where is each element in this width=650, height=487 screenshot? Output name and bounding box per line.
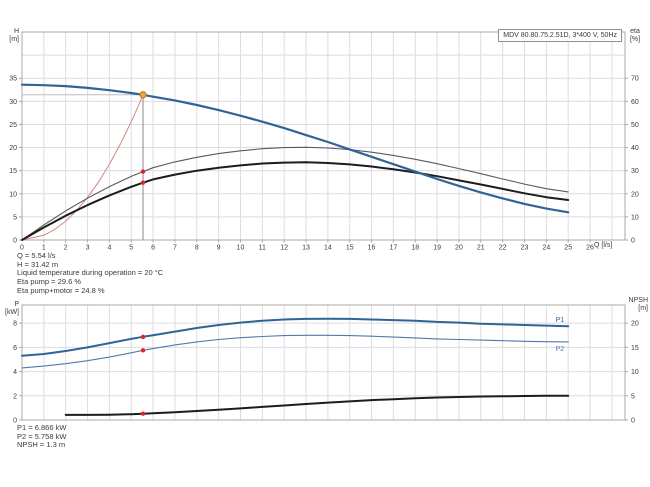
eta-pump-motor-curve xyxy=(21,161,570,241)
y-tick-label-right: 10 xyxy=(631,214,639,221)
info-line-p1: P1 = 6.866 kW xyxy=(17,423,67,432)
info-line-eta-pump-motor: Eta pump+motor = 24.8 % xyxy=(17,285,105,295)
h-axis-symbol: H xyxy=(13,28,19,35)
y-tick-label-right: 20 xyxy=(631,191,639,198)
hq-eta-chart: 0 1 2 3 4 5 6 7 8 9 10 11 12 13 14 15 16 17 18 19 20 21 22 23 24… xyxy=(9,31,639,252)
x-tick-label: 6 xyxy=(151,245,155,252)
x-tick-label: 25 xyxy=(564,245,572,252)
npsh-point xyxy=(140,411,146,416)
x-tick-label: 4 xyxy=(107,245,111,252)
eta-pump-point xyxy=(140,169,146,174)
eta-pump-curve xyxy=(21,146,569,241)
y-tick-label-left: 2 xyxy=(13,393,17,400)
x-tick-label: 3 xyxy=(86,245,90,252)
npsh-axis-label: NPSH [m] xyxy=(620,297,648,313)
npsh-axis-unit: [m] xyxy=(638,305,648,312)
npsh-axis-symbol: NPSH xyxy=(628,297,648,304)
plot-border xyxy=(21,31,626,241)
x-tick-label: 20 xyxy=(455,245,463,252)
y-tick-label-left: 20 xyxy=(9,145,17,152)
system-curve xyxy=(21,94,144,241)
x-tick-label: 16 xyxy=(368,245,376,252)
p-axis-unit: [kW] xyxy=(5,309,19,316)
y-tick-label-right: 5 xyxy=(631,393,635,400)
x-tick-label: 11 xyxy=(259,245,266,252)
y-tick-label-left: 6 xyxy=(13,345,17,352)
y-tick-label-left: 5 xyxy=(13,214,17,221)
x-tick-label: 15 xyxy=(346,245,354,252)
x-tick-label: 19 xyxy=(433,245,441,252)
y-tick-label-right: 10 xyxy=(631,369,639,376)
eta-axis-symbol: eta xyxy=(630,28,640,35)
info-line-temperature: Liquid temperature during operation = 20… xyxy=(17,268,164,278)
info-line-q: Q = 5.54 l/s xyxy=(17,251,56,260)
y-tick-label-right: 50 xyxy=(631,122,639,129)
info-line-p2: P2 = 5.758 kW xyxy=(17,431,67,441)
x-tick-label: 5 xyxy=(129,245,133,252)
power-npsh-chart: 0 2 4 6 8 0 5 10 15 20 P1 P2 xyxy=(13,304,639,425)
pump-hq-curve xyxy=(20,83,570,214)
x-tick-label: 23 xyxy=(521,245,529,252)
h-axis-unit: [m] xyxy=(9,36,19,43)
x-tick-label: 2 xyxy=(64,245,68,252)
x-tick-label: 8 xyxy=(195,245,199,252)
y-tick-label-right: 40 xyxy=(631,145,639,152)
y-tick-label-left: 35 xyxy=(9,76,17,83)
q-axis-label: Q [l/s] xyxy=(594,242,613,249)
info-line-eta-pump: Eta pump = 29.6 % xyxy=(17,277,81,287)
y-tick-label-left: 10 xyxy=(9,191,17,198)
x-tick-label: 13 xyxy=(302,245,310,252)
y-tick-label-left: 8 xyxy=(13,321,17,328)
x-tick-label: 0 xyxy=(20,245,24,252)
y-tick-label-right: 30 xyxy=(631,168,639,175)
x-tick-label: 22 xyxy=(499,245,507,252)
power-npsh-info: P1 = 6.866 kW P2 = 5.758 kW NPSH = 1.3 m xyxy=(17,423,67,450)
x-tick-label: 12 xyxy=(280,245,288,252)
y-tick-label-right: 0 xyxy=(631,238,635,245)
y-tick-label-left: 15 xyxy=(9,168,17,175)
pump-title-box: MDV 80.80.75.2.51D, 3*400 V, 50Hz xyxy=(498,29,622,42)
p1-curve xyxy=(21,317,570,357)
duty-point xyxy=(139,91,147,99)
y-tick-label-left: 25 xyxy=(9,122,17,129)
y-tick-label-left: 0 xyxy=(13,238,17,245)
x-tick-label: 26 xyxy=(586,245,594,252)
npsh-curve xyxy=(64,394,570,416)
x-tick-label: 7 xyxy=(173,245,177,252)
x-tick-label: 9 xyxy=(217,245,221,252)
eta-axis-unit: [%] xyxy=(629,36,641,43)
y-tick-label-right: 20 xyxy=(631,321,639,328)
eta-pump-motor-point xyxy=(140,180,146,185)
p1-curve-label: P1 xyxy=(556,317,565,324)
x-tick-label: 24 xyxy=(542,245,550,252)
y-tick-label-right: 70 xyxy=(631,76,639,83)
h-axis-label: H [m] xyxy=(0,28,19,44)
duty-point-info: Q = 5.54 l/s H = 31.42 m Liquid temperat… xyxy=(17,251,164,296)
x-tick-label: 10 xyxy=(237,245,245,252)
p2-curve xyxy=(21,334,569,369)
p-axis-label: P [kW] xyxy=(0,301,19,317)
x-tick-label: 21 xyxy=(477,245,485,252)
p-axis-symbol: P xyxy=(14,301,19,308)
y-tick-label-left: 4 xyxy=(13,369,17,376)
x-tick-label: 17 xyxy=(390,245,398,252)
info-line-h: H = 31.42 m xyxy=(17,259,59,269)
p2-curve-label: P2 xyxy=(556,346,565,353)
y-tick-label-right: 0 xyxy=(631,418,635,425)
x-tick-label: 1 xyxy=(42,245,46,252)
eta-axis-label: eta [%] xyxy=(624,28,646,44)
y-tick-label-right: 60 xyxy=(631,99,639,106)
info-line-npsh: NPSH = 1.3 m xyxy=(17,440,66,450)
y-tick-label-right: 15 xyxy=(631,345,639,352)
y-tick-label-left: 0 xyxy=(13,418,17,425)
p1-point xyxy=(140,334,146,340)
x-tick-label: 18 xyxy=(411,245,419,252)
y-tick-label-left: 30 xyxy=(9,99,17,106)
p2-point xyxy=(140,348,146,353)
plot-border xyxy=(21,304,626,421)
x-tick-label: 14 xyxy=(324,245,332,252)
